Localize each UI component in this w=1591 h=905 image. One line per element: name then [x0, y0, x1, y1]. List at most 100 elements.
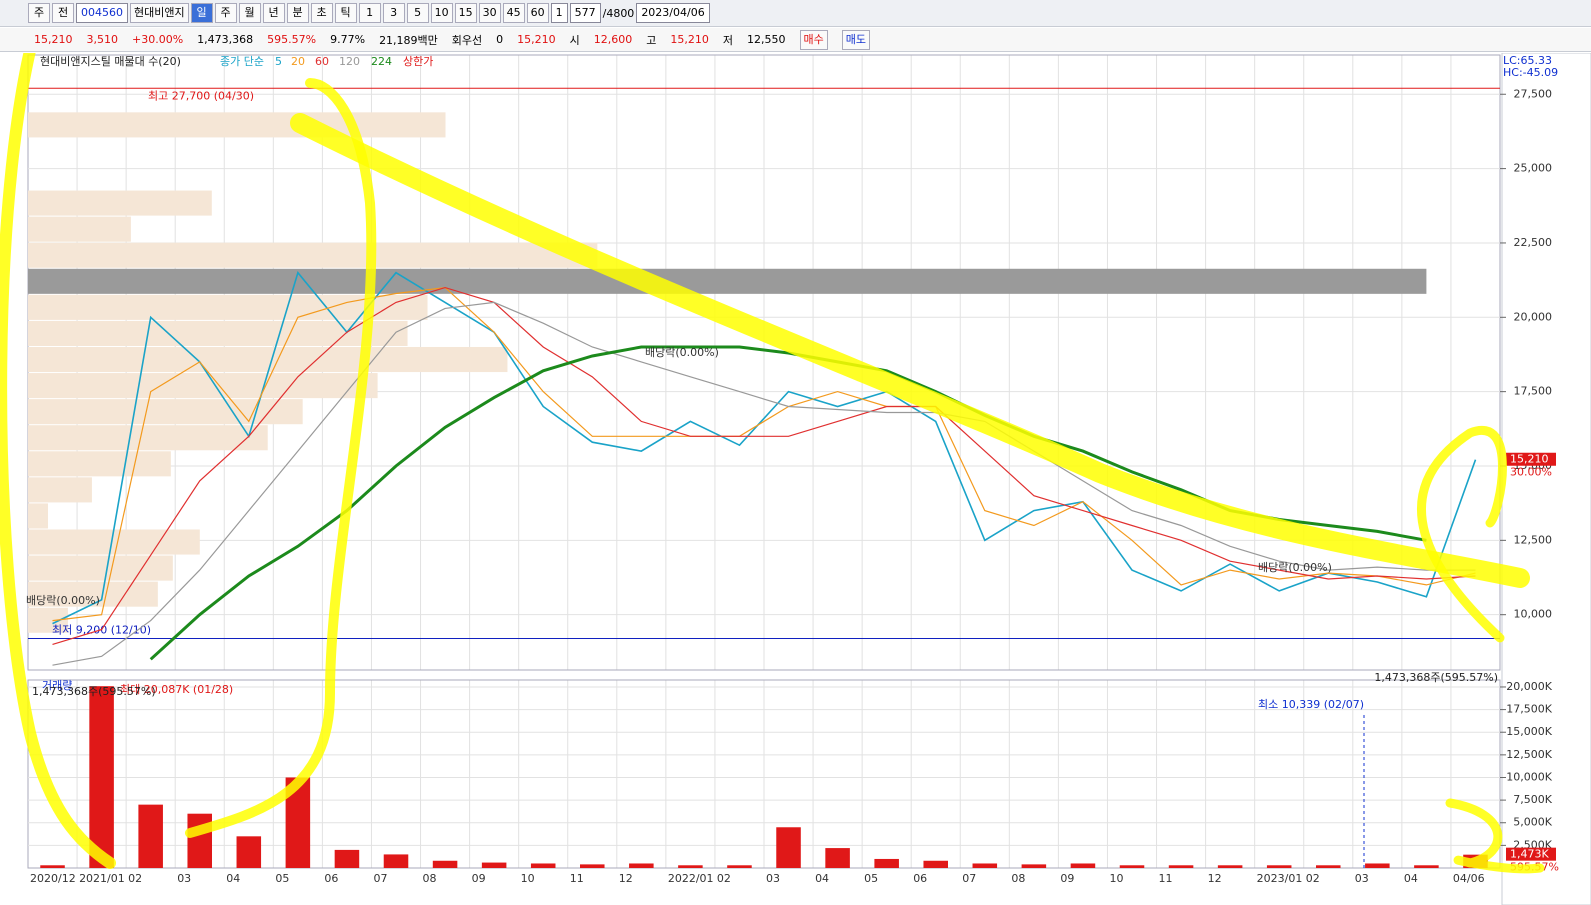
volume-bar	[383, 854, 409, 868]
y-tick-label: 7,500K	[1513, 793, 1552, 806]
volume-bar	[776, 827, 801, 868]
period-button[interactable]: 월	[238, 3, 261, 23]
interval-button[interactable]: 30	[478, 3, 501, 23]
volume-profile	[28, 190, 212, 216]
volume-bar	[972, 863, 998, 868]
corner-label: LC:65.33	[1503, 54, 1552, 67]
volume-bar	[89, 686, 114, 868]
unit-input[interactable]: 1	[550, 3, 568, 23]
x-tick-label: 05	[864, 872, 878, 885]
axis-panel	[1501, 53, 1591, 905]
y-tick-label: 5,000K	[1513, 816, 1552, 829]
period-button[interactable]: 분	[286, 3, 309, 23]
ma-line	[52, 301, 1476, 666]
current-sub: 30.00%	[1510, 466, 1552, 479]
count-input[interactable]: 577	[569, 3, 601, 23]
quote-change: 3,510	[86, 33, 119, 46]
volume-bar	[825, 848, 850, 868]
y-tick-label: 20,000K	[1506, 680, 1552, 693]
x-tick-label: 04	[226, 872, 240, 885]
interval-button[interactable]: 60	[526, 3, 549, 23]
volume-profile	[28, 451, 171, 477]
x-tick-label: 06	[913, 872, 927, 885]
x-tick-label: 03	[177, 872, 191, 885]
x-tick-label: 12	[1208, 872, 1222, 885]
quote-bar: 15,210 3,510 +30.00% 1,473,368 595.57% 9.77% 2…	[0, 28, 1591, 52]
volume-profile	[28, 555, 173, 581]
quote-vol-rate: 595.57%	[267, 33, 317, 46]
volume-bar	[1266, 865, 1292, 868]
quote-amount: 21,189백만	[379, 33, 438, 47]
toolbar: 주 전 004560 현대비앤지 일 주 월 년 분 초 틱 1 3 5 10 15 30 45 60 1 577/48…	[0, 0, 1591, 27]
corner-label: HC:-45.09	[1503, 66, 1558, 79]
ma-line	[52, 271, 1477, 625]
current-label: 1,473K	[1510, 848, 1549, 861]
y-tick-label: 27,500	[1514, 87, 1553, 100]
period-button[interactable]: 주	[214, 3, 237, 23]
count-total: /4800	[602, 6, 635, 20]
quote-open-label: 시	[569, 33, 580, 47]
toolbar-button[interactable]: 전	[52, 3, 74, 23]
last-label: 1,473,368주(595.57%)	[32, 685, 156, 698]
volume-bar	[1119, 865, 1145, 868]
volume-bar	[1217, 865, 1243, 868]
volume-profile	[28, 503, 48, 529]
legend-entry: 5	[275, 55, 282, 68]
annotation: 배당락(0.00%)	[645, 346, 719, 359]
volume-bar	[40, 865, 65, 868]
volume-profile	[28, 112, 446, 138]
high-label: 최고 27,700 (04/30)	[148, 89, 254, 102]
sell-button[interactable]: 매도	[841, 29, 871, 50]
period-button[interactable]: 년	[262, 3, 285, 23]
y-tick-label: 25,000	[1514, 162, 1553, 175]
x-tick-label: 2023/01	[1257, 872, 1303, 885]
interval-button[interactable]: 1	[358, 3, 381, 23]
period-button[interactable]: 초	[310, 3, 333, 23]
period-button[interactable]: 일	[190, 3, 213, 23]
annotation: 배당락(0.00%)	[1258, 561, 1332, 574]
buy-button[interactable]: 매수	[799, 29, 828, 50]
interval-button[interactable]: 3	[382, 3, 405, 23]
stock-name[interactable]: 현대비앤지	[130, 3, 189, 23]
x-tick-label: 09	[472, 872, 486, 885]
legend-entry: 120	[339, 55, 360, 68]
current-label: 15,210	[1510, 453, 1549, 466]
volume-bar	[923, 860, 948, 868]
volume-bar	[1021, 864, 1047, 868]
interval-button[interactable]: 45	[502, 3, 525, 23]
volume-profile	[28, 346, 508, 373]
interval-button[interactable]: 5	[406, 3, 429, 23]
x-tick-label: 08	[423, 872, 437, 885]
x-tick-label: 04	[815, 872, 829, 885]
chart-title: 현대비앤지스틸 매물대 수(20)	[40, 55, 181, 68]
x-tick-label: 10	[1109, 872, 1123, 885]
quote-turnover: 9.77%	[330, 33, 366, 46]
annotation: 배당락(0.00%)	[26, 594, 100, 607]
interval-button[interactable]: 10	[430, 3, 453, 23]
x-tick-label: 10	[521, 872, 535, 885]
volume-profile	[28, 320, 408, 346]
chart: 2020/12 2021/01 02 03 04 05 06 07 08 09 10 11 12 2022…	[0, 53, 1591, 905]
y-tick-label: 20,000	[1514, 310, 1553, 323]
x-tick-label: 2021/01	[79, 872, 125, 885]
toolbar-button[interactable]: 주	[28, 3, 50, 23]
x-tick-label: 2022/01	[668, 872, 714, 885]
legend-entry: 60	[315, 55, 329, 68]
volume-title: 거래량	[42, 679, 72, 692]
interval-button[interactable]: 15	[454, 3, 477, 23]
y-tick-label: 15,000K	[1506, 725, 1552, 738]
quote-high-label: 고	[646, 33, 657, 47]
date-input[interactable]: 2023/04/06	[636, 3, 710, 23]
x-tick-label: 04/06	[1453, 872, 1485, 885]
y-tick-label: 22,500	[1514, 236, 1553, 249]
volume-profile	[28, 242, 598, 268]
volume-profile	[28, 268, 1427, 294]
code-input[interactable]: 004560	[76, 3, 128, 23]
volume-bar	[187, 813, 212, 868]
period-button[interactable]: 틱	[334, 3, 357, 23]
quote-price: 15,210	[34, 33, 73, 46]
x-tick-label: 07	[373, 872, 387, 885]
volume-profile	[28, 607, 68, 633]
legend-entry: 20	[291, 55, 305, 68]
